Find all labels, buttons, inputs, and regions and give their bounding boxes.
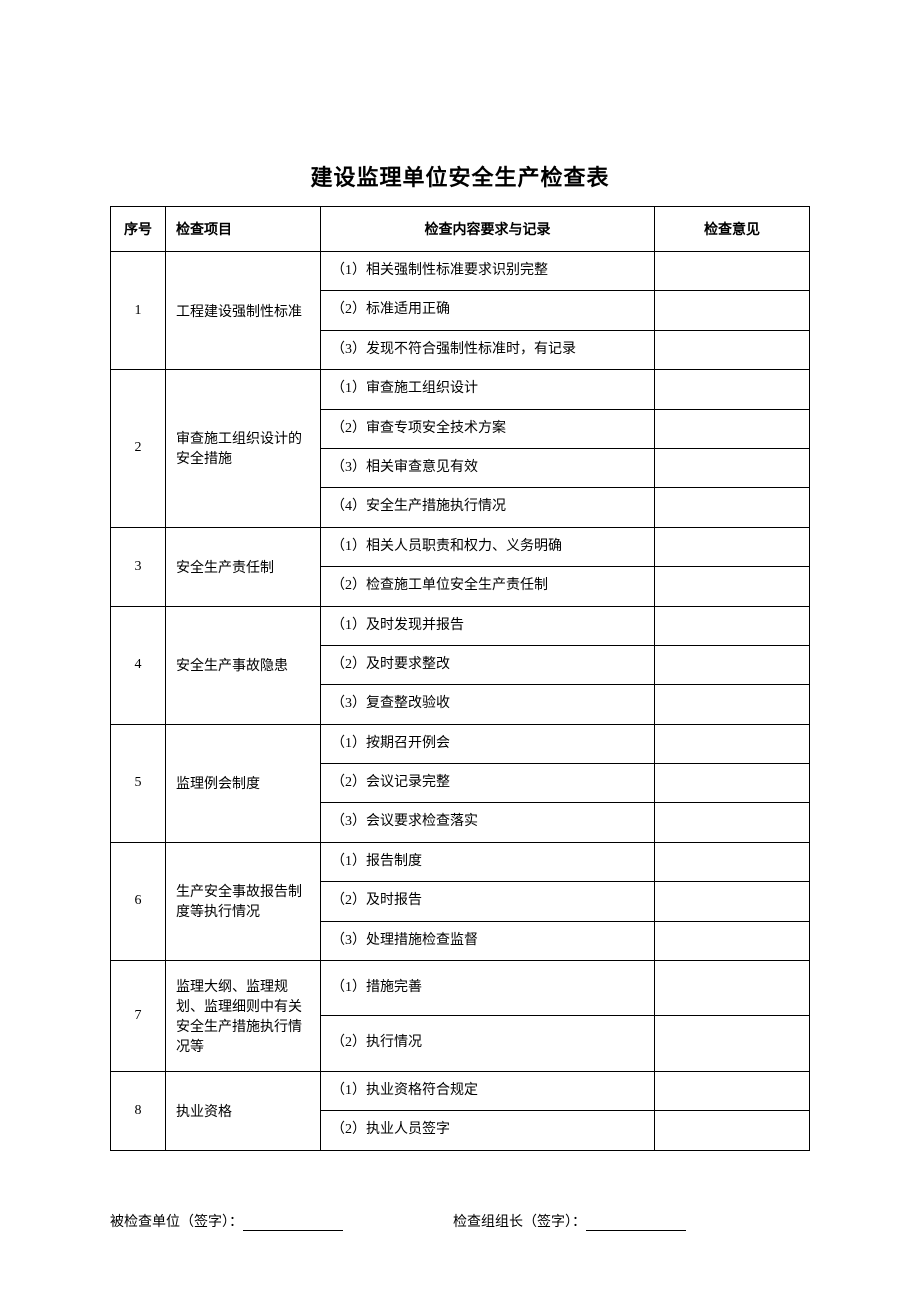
cell-opinion [655,764,810,803]
cell-content: （1）审查施工组织设计 [321,370,655,409]
cell-num: 6 [111,842,166,960]
cell-content: （3）处理措施检查监督 [321,921,655,960]
cell-opinion [655,488,810,527]
table-row: 1工程建设强制性标准（1）相关强制性标准要求识别完整 [111,252,810,291]
leader-label: 检查组组长（签字）： [453,1215,586,1230]
cell-num: 4 [111,606,166,724]
cell-content: （2）执业人员签字 [321,1111,655,1150]
cell-item: 安全生产事故隐患 [166,606,321,724]
cell-content: （2）检查施工单位安全生产责任制 [321,567,655,606]
leader-line [586,1230,686,1231]
cell-num: 8 [111,1071,166,1150]
cell-opinion [655,645,810,684]
header-opinion: 检查意见 [655,207,810,252]
header-content: 检查内容要求与记录 [321,207,655,252]
table-body: 1工程建设强制性标准（1）相关强制性标准要求识别完整（2）标准适用正确（3）发现… [111,252,810,1151]
cell-opinion [655,1016,810,1071]
cell-content: （1）相关人员职责和权力、义务明确 [321,527,655,566]
cell-num: 7 [111,961,166,1072]
table-row: 6生产安全事故报告制度等执行情况（1）报告制度 [111,842,810,881]
cell-opinion [655,448,810,487]
cell-content: （3）复查整改验收 [321,685,655,724]
cell-content: （2）标准适用正确 [321,291,655,330]
cell-content: （2）执行情况 [321,1016,655,1071]
inspected-unit-label: 被检查单位（签字）： [110,1215,243,1230]
cell-opinion [655,961,810,1016]
cell-content: （1）相关强制性标准要求识别完整 [321,252,655,291]
cell-content: （1）措施完善 [321,961,655,1016]
cell-content: （2）及时要求整改 [321,645,655,684]
cell-content: （2）审查专项安全技术方案 [321,409,655,448]
cell-content: （2）及时报告 [321,882,655,921]
cell-opinion [655,409,810,448]
cell-opinion [655,291,810,330]
table-row: 8执业资格（1）执业资格符合规定 [111,1071,810,1110]
cell-content: （1）按期召开例会 [321,724,655,763]
cell-opinion [655,882,810,921]
cell-item: 安全生产责任制 [166,527,321,606]
inspection-table: 序号 检查项目 检查内容要求与记录 检查意见 1工程建设强制性标准（1）相关强制… [110,206,810,1151]
cell-opinion [655,803,810,842]
cell-opinion [655,567,810,606]
cell-content: （2）会议记录完整 [321,764,655,803]
inspected-unit-signature: 被检查单位（签字）： [110,1211,343,1231]
cell-opinion [655,370,810,409]
cell-item: 审查施工组织设计的安全措施 [166,370,321,528]
cell-opinion [655,330,810,369]
cell-opinion [655,685,810,724]
cell-num: 1 [111,252,166,370]
cell-num: 3 [111,527,166,606]
table-row: 7监理大纲、监理规划、监理细则中有关安全生产措施执行情况等（1）措施完善 [111,961,810,1016]
header-num: 序号 [111,207,166,252]
inspected-unit-line [243,1230,343,1231]
leader-signature: 检查组组长（签字）： [453,1211,686,1231]
cell-num: 2 [111,370,166,528]
cell-opinion [655,1071,810,1110]
cell-item: 监理例会制度 [166,724,321,842]
cell-opinion [655,606,810,645]
cell-content: （1）报告制度 [321,842,655,881]
cell-content: （3）发现不符合强制性标准时，有记录 [321,330,655,369]
cell-opinion [655,1111,810,1150]
cell-opinion [655,252,810,291]
table-row: 3安全生产责任制（1）相关人员职责和权力、义务明确 [111,527,810,566]
cell-content: （3）会议要求检查落实 [321,803,655,842]
cell-content: （3）相关审查意见有效 [321,448,655,487]
header-item: 检查项目 [166,207,321,252]
cell-item: 监理大纲、监理规划、监理细则中有关安全生产措施执行情况等 [166,961,321,1072]
cell-item: 执业资格 [166,1071,321,1150]
signature-row: 被检查单位（签字）： 检查组组长（签字）： [110,1211,810,1231]
table-row: 2审查施工组织设计的安全措施（1）审查施工组织设计 [111,370,810,409]
table-header-row: 序号 检查项目 检查内容要求与记录 检查意见 [111,207,810,252]
document-title: 建设监理单位安全生产检查表 [110,160,810,192]
cell-opinion [655,527,810,566]
cell-content: （1）及时发现并报告 [321,606,655,645]
cell-item: 工程建设强制性标准 [166,252,321,370]
table-row: 5监理例会制度（1）按期召开例会 [111,724,810,763]
cell-content: （1）执业资格符合规定 [321,1071,655,1110]
cell-num: 5 [111,724,166,842]
cell-opinion [655,921,810,960]
cell-opinion [655,842,810,881]
cell-item: 生产安全事故报告制度等执行情况 [166,842,321,960]
table-row: 4安全生产事故隐患（1）及时发现并报告 [111,606,810,645]
cell-opinion [655,724,810,763]
cell-content: （4）安全生产措施执行情况 [321,488,655,527]
